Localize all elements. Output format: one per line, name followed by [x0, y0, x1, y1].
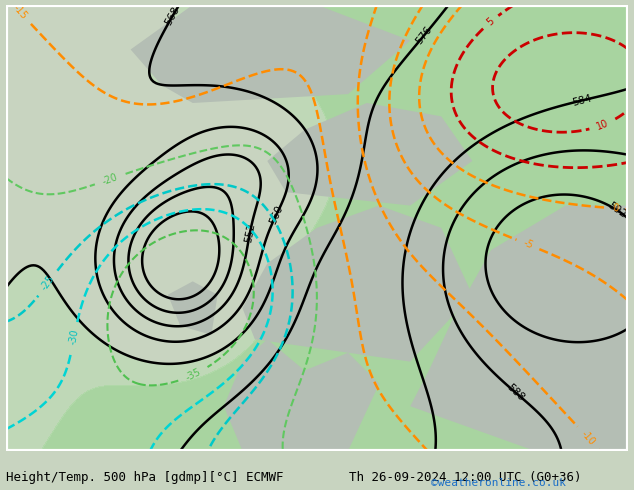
Text: -30: -30 — [68, 328, 81, 345]
Text: -15: -15 — [11, 3, 29, 22]
Polygon shape — [268, 103, 472, 206]
Text: 0: 0 — [612, 203, 619, 214]
Polygon shape — [410, 206, 628, 451]
Polygon shape — [224, 339, 379, 451]
Text: 10: 10 — [595, 118, 611, 132]
Polygon shape — [131, 5, 410, 103]
Text: -5: -5 — [521, 238, 534, 251]
Text: -20: -20 — [101, 172, 119, 187]
Polygon shape — [242, 206, 472, 362]
Text: 568: 568 — [164, 5, 182, 27]
Text: 560: 560 — [268, 203, 285, 225]
Text: Th 26-09-2024 12:00 UTC (G0+36): Th 26-09-2024 12:00 UTC (G0+36) — [349, 471, 581, 484]
Text: 576: 576 — [414, 24, 434, 47]
Text: 552: 552 — [243, 222, 257, 243]
Text: 588: 588 — [505, 382, 526, 403]
Text: Height/Temp. 500 hPa [gdmp][°C] ECMWF: Height/Temp. 500 hPa [gdmp][°C] ECMWF — [6, 471, 284, 484]
Text: -35: -35 — [184, 367, 203, 383]
Text: 5: 5 — [485, 16, 496, 28]
Polygon shape — [168, 281, 217, 335]
Text: -10: -10 — [579, 429, 597, 447]
Text: -25: -25 — [39, 274, 56, 293]
Text: ©weatheronline.co.uk: ©weatheronline.co.uk — [431, 478, 566, 488]
Text: 584: 584 — [571, 93, 593, 108]
Text: 592: 592 — [606, 200, 628, 220]
